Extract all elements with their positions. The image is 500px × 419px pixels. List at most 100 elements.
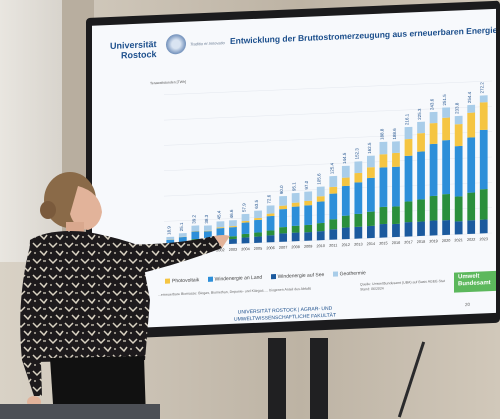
bar-segment (166, 239, 175, 240)
bar (254, 210, 262, 243)
bar-segment (203, 230, 212, 232)
bar-segment (254, 219, 262, 233)
bar-value-label: 90.0 (279, 185, 284, 194)
bar-value-label: 57.9 (242, 203, 247, 212)
category-label: 2015 (379, 241, 387, 245)
bar-segment (191, 231, 200, 240)
bar-segment (392, 206, 400, 225)
bar-segment (479, 129, 488, 190)
bar-segment (229, 225, 237, 228)
bar-segment (316, 186, 325, 197)
bar-segment (467, 104, 476, 113)
bar-segment (291, 202, 300, 207)
bar-value-label: 233.8 (455, 102, 460, 114)
bar-segment (178, 233, 187, 237)
bar-segment (479, 189, 488, 220)
bar-segment (404, 221, 413, 237)
bar-segment (316, 222, 325, 232)
category-label: 2009 (304, 245, 312, 249)
bar-segment (279, 195, 288, 206)
bar-segment (241, 213, 250, 222)
bar-segment (379, 167, 388, 208)
bar-value-label: 225.3 (417, 108, 422, 120)
bar (329, 175, 338, 240)
bar-segment (429, 122, 438, 145)
bar-segment (467, 112, 476, 138)
bar-segment (366, 211, 375, 227)
bar-segment (454, 115, 463, 125)
bar-value-label: 39.2 (191, 214, 196, 223)
bar-segment (254, 236, 262, 243)
bar-segment (341, 215, 350, 228)
bar-segment (266, 205, 275, 214)
gridline (164, 80, 492, 95)
bar-segment (241, 222, 250, 235)
bar-segment (329, 193, 338, 220)
gridline (164, 106, 492, 121)
bar-segment (254, 217, 262, 221)
bar (479, 95, 488, 234)
bar-value-label: 97.0 (304, 180, 309, 189)
bar-value-label: 95.1 (292, 182, 297, 191)
bar-segment (329, 219, 338, 230)
bar (291, 192, 300, 242)
bar-segment (229, 238, 237, 245)
bar (442, 107, 451, 236)
bar-segment (417, 133, 425, 152)
bar-segment (379, 206, 388, 225)
bar-segment (429, 143, 438, 197)
bar (241, 213, 250, 244)
bar-chart: 18.9199025.1199539.2200038.3200145.42002… (164, 80, 492, 255)
category-label: 2020 (442, 239, 450, 243)
bar-segment (479, 102, 488, 131)
left-arm (20, 246, 44, 396)
bar-value-label: 63.5 (254, 199, 259, 208)
category-label: 2002 (216, 248, 224, 252)
category-label: 2021 (454, 238, 462, 242)
bar-segment (442, 193, 451, 221)
category-label: 2017 (404, 240, 412, 244)
category-label: 2010 (317, 244, 325, 248)
bar (229, 220, 237, 245)
bar-value-label: 38.3 (204, 214, 209, 223)
bar-segment (241, 237, 250, 244)
bar-segment (329, 186, 338, 194)
pointing-hand (214, 235, 230, 248)
bar-value-label: 18.9 (166, 226, 171, 235)
bar-segment (417, 121, 425, 134)
bar-segment (454, 124, 463, 147)
bar-value-label: 243.6 (430, 98, 435, 110)
bar-value-label: 188.6 (392, 128, 397, 140)
bar (429, 111, 438, 236)
hair-bun (40, 201, 56, 219)
bar (341, 165, 350, 240)
bar-value-label: 162.5 (367, 142, 372, 154)
bar-segment (467, 192, 476, 221)
bar-segment (166, 239, 175, 244)
bar-segment (404, 126, 413, 140)
bar (454, 115, 463, 235)
bar (379, 141, 388, 238)
category-label: 2004 (241, 247, 249, 251)
bar-segment (442, 117, 451, 141)
bar-segment (454, 221, 463, 235)
category-label: 2016 (392, 241, 400, 245)
bar-segment (454, 196, 463, 222)
bar-segment (291, 225, 300, 233)
sweater (26, 231, 150, 362)
category-label: 2003 (229, 248, 237, 252)
pointing-arm (120, 236, 222, 276)
bar-segment (216, 221, 225, 228)
bar-value-label: 251.5 (442, 94, 447, 106)
bar-segment (304, 205, 313, 226)
bar-segment (304, 224, 313, 233)
bar (354, 161, 363, 239)
category-label: 2022 (467, 238, 475, 242)
bar-segment (379, 154, 388, 168)
bar-segment (479, 219, 488, 234)
stand-leg-right (310, 338, 328, 419)
bar-segment (429, 111, 438, 124)
pants (50, 356, 146, 419)
bar-segment (341, 185, 350, 216)
